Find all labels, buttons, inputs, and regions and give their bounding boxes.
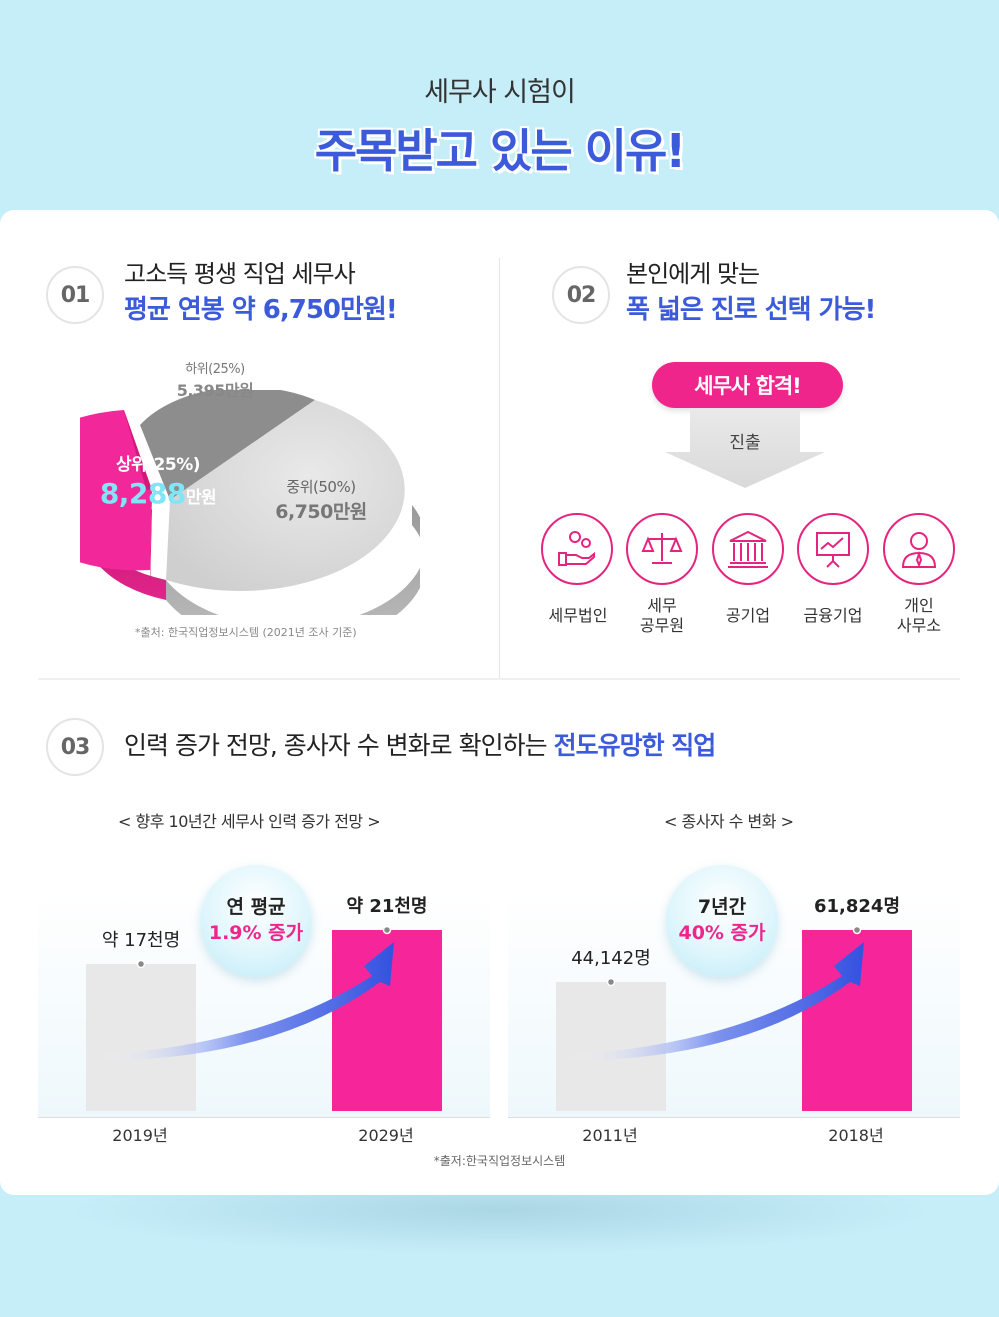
column-divider <box>499 258 500 678</box>
chart2-growth-arrow <box>566 925 864 1061</box>
chart1-arrow-shape <box>96 942 394 1061</box>
chart1-baseline <box>38 1117 490 1118</box>
career-label-2: 공기업 <box>725 606 771 625</box>
pie-top-value: 8,288 <box>99 477 187 510</box>
pie-mid-label: 중위(50%) 6,750만원 <box>256 476 386 524</box>
section1-line2: 평균 연봉 약 6,750만원! <box>124 294 398 325</box>
pie-top-pct: 상위(25%) <box>115 455 201 475</box>
pie-low-pct: 하위(25%) <box>185 362 245 377</box>
section2-line1: 본인에게 맞는 <box>626 260 760 288</box>
section3-title: 인력 증가 전망, 종사자 수 변화로 확인하는 전도유망한 직업 <box>124 728 717 763</box>
pie-top-side <box>83 485 166 600</box>
pie-top-label: 상위(25%) 8,288만원 <box>88 450 228 510</box>
section2-line2: 폭 넓은 진로 선택 가능! <box>626 294 876 325</box>
chart1-growth-arrow <box>96 925 394 1061</box>
hero-title: 주목받고 있는 이유! <box>314 124 687 178</box>
chart2-value-2011: 44,142명 <box>571 948 651 969</box>
section1-line1: 고소득 평생 직업 세무사 <box>124 260 356 288</box>
chart2-title: < 종사자 수 변화 > <box>664 812 794 831</box>
section-number-02: 02 <box>552 266 610 324</box>
career-label-4: 개인 사무소 <box>896 596 942 635</box>
pie-low-label: 하위(25%) 5,395만원 <box>150 358 280 401</box>
chart1-value-2019: 약 17천명 <box>101 930 181 951</box>
chart1-bubble-line1: 연 평균 <box>226 896 286 919</box>
pie-mid-value: 6,750만원 <box>275 501 367 523</box>
government-building-icon <box>712 513 784 585</box>
section3-title-plain: 인력 증가 전망, 종사자 수 변화로 확인하는 <box>124 731 554 760</box>
chart2-arrow-shape <box>566 942 864 1061</box>
chart2-point-0 <box>606 977 616 987</box>
chart1-growth-bubble: 연 평균 1.9% 증가 <box>200 865 312 977</box>
chart1-value-2029: 약 21천명 <box>346 896 428 917</box>
section1-source: *출처: 한국직업정보시스템 (2021년 조사 기준) <box>135 626 357 639</box>
chart1-bubble-line2: 1.9% 증가 <box>208 922 304 944</box>
chart2-baseline <box>508 1117 960 1118</box>
section3-source: *출저:한국직업정보시스템 <box>433 1154 566 1168</box>
chart2-year-2011: 2011년 <box>582 1126 638 1145</box>
career-label-1: 세무 공무원 <box>639 596 685 635</box>
career-label-3: 금융기업 <box>803 606 863 625</box>
salary-pie-chart <box>80 390 420 615</box>
hero-subtitle: 세무사 시험이 <box>424 77 576 108</box>
pass-badge: 세무사 합격! <box>652 362 843 408</box>
person-icon <box>883 513 955 585</box>
career-label-0: 세무법인 <box>548 606 608 625</box>
section-number-03: 03 <box>46 718 104 776</box>
chart1-point-0 <box>136 959 146 969</box>
scales-icon <box>626 513 698 585</box>
pie-low-slice <box>140 390 315 500</box>
chart1-point-1 <box>382 925 392 935</box>
chart1-year-2029: 2029년 <box>358 1126 414 1145</box>
pie-mid-slice <box>166 400 405 591</box>
chart2-point-1 <box>852 925 862 935</box>
hero: 세무사 시험이 주목받고 있는 이유! <box>0 70 999 181</box>
chart2-year-2018: 2018년 <box>828 1126 884 1145</box>
chart2-value-2018: 61,824명 <box>813 896 901 917</box>
section1-title: 고소득 평생 직업 세무사 평균 연봉 약 6,750만원! <box>124 258 398 328</box>
section-number-01: 01 <box>46 266 104 324</box>
pie-mid-pct: 중위(50%) <box>286 478 356 496</box>
chart1-year-2019: 2019년 <box>112 1126 168 1145</box>
pie-top-unit: 만원 <box>185 488 217 508</box>
chart1-bar-2019 <box>86 964 196 1111</box>
advance-arrow <box>665 410 825 488</box>
pie-low-value: 5,395만원 <box>176 381 254 400</box>
chart2-bubble-line2: 40% 증가 <box>678 922 766 944</box>
hand-coins-icon <box>541 513 613 585</box>
pie-mid-side <box>166 505 420 615</box>
chart2-bubble-line1: 7년간 <box>697 896 747 919</box>
chart1-title: < 향후 10년간 세무사 인력 증가 전망 > <box>118 812 381 831</box>
chart-board-icon <box>797 513 869 585</box>
section3-title-highlight: 전도유망한 직업 <box>553 731 717 760</box>
section-divider <box>38 678 960 680</box>
arrow-label: 진출 <box>729 433 761 453</box>
section2-title: 본인에게 맞는 폭 넓은 진로 선택 가능! <box>626 258 876 328</box>
chart2-growth-bubble: 7년간 40% 증가 <box>666 865 778 977</box>
